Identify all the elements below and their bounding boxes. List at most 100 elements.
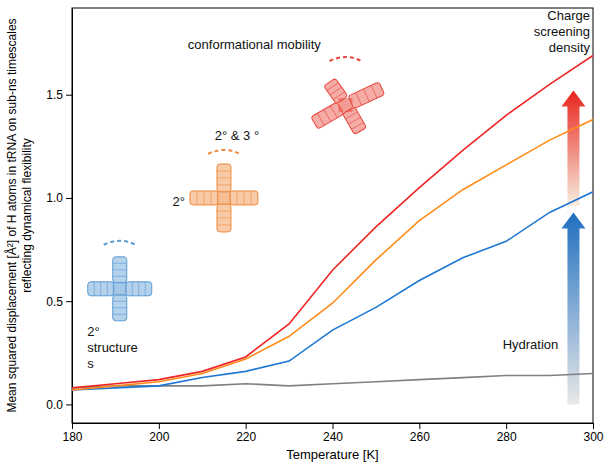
icon-rung: [94, 282, 95, 296]
icon-rung: [327, 83, 338, 91]
y-tick-label: 0.0: [46, 398, 63, 412]
icon-motion: [330, 57, 362, 61]
icon-motion: [208, 150, 240, 154]
icon-rung: [348, 117, 360, 124]
x-tick-label: 240: [323, 430, 343, 444]
icon-rung: [113, 276, 127, 277]
x-tick: 240: [323, 423, 343, 444]
x-tick-mark: [593, 423, 594, 429]
x-tick-mark: [506, 423, 507, 429]
icon-rung: [217, 184, 231, 185]
icon-core: [113, 282, 127, 296]
x-axis: 180 200 220 240 260 280 300: [62, 423, 603, 444]
y-tick-label: 1.5: [46, 88, 63, 102]
y-axis-title-line: Mean squared displacement [Å²] of H atom…: [4, 18, 19, 412]
annotation: screening: [534, 24, 590, 39]
y-tick: 1.5: [46, 88, 72, 102]
icon-arm: [126, 282, 152, 296]
icon-rung: [217, 210, 231, 211]
icon-rung: [250, 191, 251, 205]
icon-core: [339, 98, 353, 112]
icon-rung: [203, 191, 204, 205]
arrow: [561, 212, 585, 404]
annotation: 2° & 3 °: [215, 128, 259, 143]
x-tick-label: 280: [497, 430, 517, 444]
icon-rung: [196, 191, 197, 205]
x-tick: 220: [236, 423, 256, 444]
y-tick: 0.5: [46, 295, 72, 309]
icon-motion: [104, 241, 136, 245]
y-axis-line: [72, 9, 73, 424]
icon-core: [217, 191, 231, 205]
icon-rung: [113, 269, 127, 270]
x-tick-label: 300: [583, 430, 603, 444]
series-line: [72, 55, 593, 387]
icon-arm: [348, 82, 385, 109]
icon-rung: [217, 170, 231, 171]
x-tick-mark: [159, 423, 160, 429]
icon-rung: [107, 282, 108, 296]
annotation: 2°: [172, 194, 184, 209]
icon-rung: [317, 113, 324, 125]
icon-arm: [113, 257, 127, 283]
icon-rung: [145, 282, 146, 296]
trna-icon: [190, 150, 258, 232]
icon-rung: [236, 191, 237, 205]
chart: 180 200 220 240 260 280 300 0.0 0.5 1.0 1.5 conform…: [0, 0, 605, 467]
annotation: 2°: [87, 324, 99, 339]
y-tick-label: 0.5: [46, 295, 63, 309]
y-tick-mark: [66, 301, 72, 302]
icon-rung: [217, 217, 231, 218]
plot-frame: [72, 8, 593, 423]
plot: 180 200 220 240 260 280 300 0.0 0.5 1.0 1.5 conform…: [46, 8, 604, 444]
icon-arm: [113, 295, 127, 321]
icon-rung: [113, 314, 127, 315]
x-tick: 200: [149, 423, 169, 444]
x-tick-mark: [333, 423, 334, 429]
icon-rung: [371, 85, 377, 98]
y-axis-title-line: reflecting dynamical flexibility: [20, 138, 34, 293]
x-tick: 260: [410, 423, 430, 444]
icon-arm: [190, 191, 218, 205]
series-line: [72, 192, 593, 390]
trna-icon: [88, 241, 152, 321]
icon-arm: [88, 282, 114, 296]
icon-rung: [330, 106, 337, 118]
icon-rung: [330, 87, 341, 95]
icon-rung: [113, 307, 127, 308]
icon-rung: [363, 89, 369, 102]
annotation: s: [87, 356, 94, 371]
annotations: conformational mobility Chargescreeningde…: [87, 8, 590, 371]
y-axis-title: Mean squared displacement [Å²] of H atom…: [4, 18, 34, 412]
icon-rung: [132, 282, 133, 296]
icon-rung: [113, 263, 127, 264]
annotation: conformational mobility: [188, 37, 321, 52]
x-tick-mark: [72, 423, 73, 429]
x-tick-label: 260: [410, 430, 430, 444]
icon-rung: [243, 191, 244, 205]
x-tick-mark: [419, 423, 420, 429]
icon-rung: [113, 301, 127, 302]
y-tick-mark: [66, 404, 72, 405]
icon-arm: [230, 191, 258, 205]
y-tick: 0.0: [46, 398, 72, 412]
icon-rung: [217, 224, 231, 225]
decorations: [88, 57, 586, 404]
annotation: Charge: [547, 8, 590, 23]
x-tick: 180: [62, 423, 82, 444]
icon-rung: [138, 282, 139, 296]
y-tick-mark: [66, 95, 72, 96]
annotation: Hydration: [503, 337, 559, 352]
x-axis-title: Temperature [K]: [286, 447, 379, 462]
icon-rung: [324, 109, 331, 121]
annotation: structure: [87, 340, 138, 355]
lines: [72, 55, 593, 389]
annotation: density: [549, 40, 591, 55]
x-tick-label: 180: [62, 430, 82, 444]
y-tick-label: 1.0: [46, 191, 63, 205]
icon-arm: [217, 204, 231, 232]
y-tick: 1.0: [46, 191, 72, 205]
x-tick: 280: [497, 423, 517, 444]
icon-rung: [210, 191, 211, 205]
icon-rung: [100, 282, 101, 296]
